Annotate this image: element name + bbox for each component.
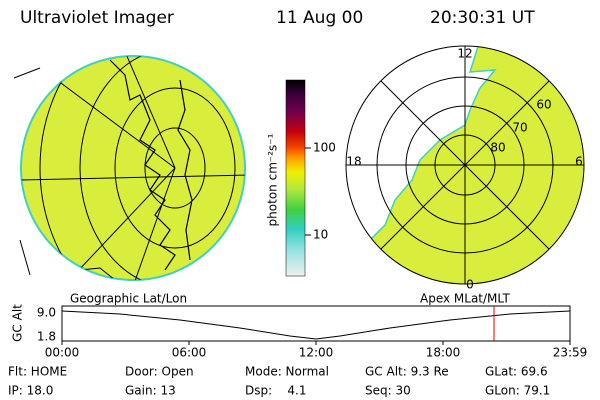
panel-caption: Apex MLat/MLT (420, 292, 510, 306)
status-field: Flt: HOME (8, 365, 67, 379)
status-field: Seq: 30 (365, 384, 411, 398)
altitude-label: GC Alt (11, 304, 25, 342)
altitude-xtick-label: 12:00 (299, 346, 334, 360)
altitude-xtick-label: 00:00 (45, 346, 80, 360)
mlt-label: 12 (457, 47, 472, 61)
status-field: Gain: 13 (125, 384, 176, 398)
status-field: GLon: 79.1 (485, 384, 550, 398)
altitude-xtick-label: 06:00 (172, 346, 207, 360)
globe-image (13, 55, 246, 281)
altitude-xtick-label: 18:00 (426, 346, 461, 360)
status-field: Mode: Normal (245, 365, 329, 379)
panel-caption: Geographic Lat/Lon (70, 292, 187, 306)
time: 20:30:31 UT (430, 8, 535, 28)
mlt-label: 6 (575, 155, 583, 169)
status-field: GLat: 69.6 (485, 365, 548, 379)
mlt-label: 18 (346, 155, 361, 169)
lat-label: 80 (490, 141, 505, 155)
polar-image (345, 45, 585, 285)
title: Ultraviolet Imager (20, 8, 174, 28)
altitude-ytick: 9.0 (37, 306, 56, 320)
colorbar-tick-label: 100 (313, 141, 336, 155)
altitude-curve (61, 310, 571, 340)
date: 11 Aug 00 (276, 8, 363, 28)
status-field: IP: 18.0 (8, 384, 53, 398)
lat-label: 60 (536, 98, 551, 112)
mlt-label: 0 (466, 278, 474, 292)
colorbar-label: photon cm⁻²s⁻¹ (266, 133, 280, 226)
altitude-ytick: 1.8 (37, 330, 56, 344)
colorbar (285, 79, 306, 277)
altitude-xtick-label: 23:59 (553, 346, 588, 360)
status-field: Dsp: 4.1 (245, 384, 307, 398)
colorbar-tick-label: 10 (313, 228, 328, 242)
status-field: Door: Open (125, 365, 194, 379)
status-field: GC Alt: 9.3 Re (365, 365, 449, 379)
lat-label: 70 (512, 121, 527, 135)
